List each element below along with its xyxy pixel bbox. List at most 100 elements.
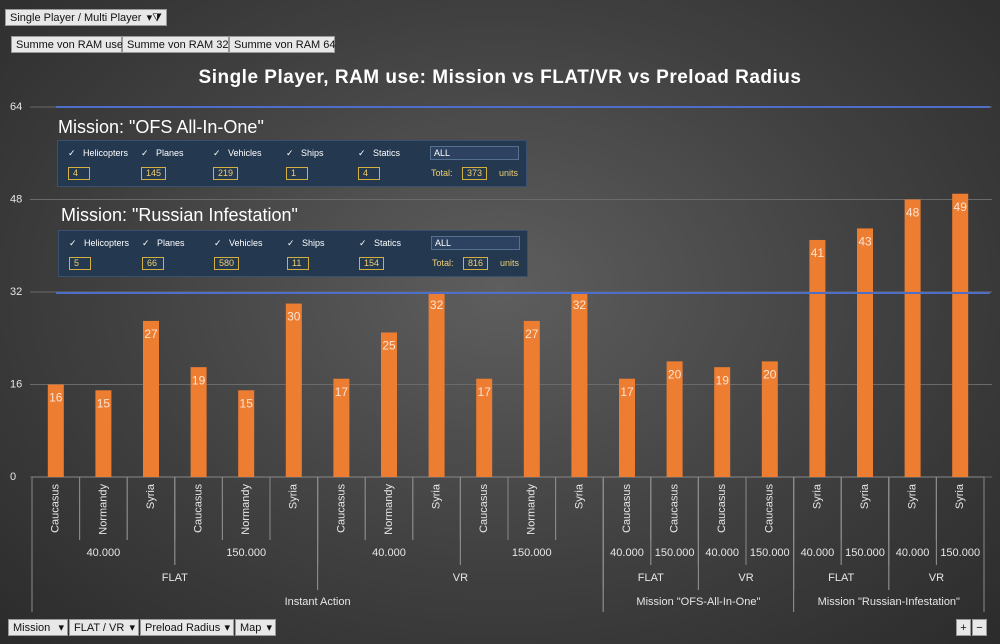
data-label: 15: [97, 396, 111, 410]
checkmark: ✓: [358, 148, 366, 158]
x-tick-label: Normandy: [240, 484, 252, 535]
unit-label: units: [499, 168, 519, 178]
x-tick-label: Syria: [145, 483, 157, 509]
category-group-label: VR: [738, 572, 753, 584]
category-group-label: 40.000: [705, 547, 739, 559]
checkbox-label: Ships: [302, 238, 325, 248]
data-label: 19: [716, 373, 730, 387]
count-box: 219: [213, 167, 239, 180]
checkbox-item[interactable]: ✓ Helicopters: [69, 238, 129, 249]
category-group-label: 150.000: [940, 547, 980, 559]
data-label: 41: [811, 246, 825, 260]
dropdown[interactable]: ALL: [431, 236, 520, 250]
bar: [714, 367, 731, 477]
value-field-button[interactable]: Summe von RAM 64: [229, 36, 335, 53]
unit-label: units: [500, 258, 520, 268]
dropdown-arrow: ▾: [129, 622, 135, 634]
dropdown-arrow: ▾: [58, 622, 64, 634]
x-tick-label: Caucasus: [669, 484, 681, 533]
bar: [238, 390, 255, 477]
data-label: 27: [525, 327, 539, 341]
bar: [619, 378, 635, 477]
data-label: 19: [192, 373, 206, 387]
y-tick-label: 0: [10, 471, 16, 483]
dropdown[interactable]: ALL: [430, 146, 519, 160]
dropdown-arrow: ▾: [266, 622, 272, 634]
collapse-button[interactable]: −: [972, 619, 987, 636]
x-tick-label: Syria: [288, 483, 300, 509]
axis-field-label: FLAT / VR: [74, 622, 125, 634]
checkmark: ✓: [213, 148, 221, 158]
x-tick-label: Syria: [573, 483, 585, 509]
bar: [523, 320, 540, 477]
axis-field-button[interactable]: Map ▾: [235, 619, 276, 636]
bar: [381, 332, 397, 477]
data-label: 25: [382, 339, 396, 353]
y-tick-label: 48: [10, 193, 22, 205]
value-field-button[interactable]: Summe von RAM use: [11, 36, 123, 53]
checkbox-item[interactable]: ✓ Planes: [142, 238, 185, 249]
checkbox-item[interactable]: ✓ Planes: [141, 148, 184, 159]
category-group-label: VR: [453, 572, 468, 584]
checkbox-item[interactable]: ✓ Ships: [286, 148, 324, 159]
checkbox-label: Helicopters: [83, 148, 129, 158]
data-label: 15: [240, 396, 254, 410]
bar: [95, 390, 112, 477]
checkbox-label: Statics: [374, 238, 402, 248]
y-tick-label: 16: [10, 378, 22, 390]
category-group-label: 40.000: [610, 547, 644, 559]
checkmark: ✓: [287, 238, 295, 248]
y-tick-label: 64: [10, 101, 22, 113]
value-field-button[interactable]: Summe von RAM 32: [122, 36, 229, 53]
bar: [285, 303, 302, 477]
axis-field-label: Preload Radius: [145, 622, 221, 634]
panel-title: Mission: "Russian Infestation": [61, 205, 298, 225]
data-label: 16: [49, 391, 63, 405]
category-group-label: Mission "OFS-All-In-One": [636, 596, 760, 608]
filter-icon: ▾⧩: [146, 12, 162, 24]
x-tick-label: Normandy: [97, 484, 109, 535]
bar: [476, 378, 493, 477]
data-label: 27: [144, 327, 158, 341]
checkbox-label: Vehicles: [229, 238, 263, 248]
x-tick-label: Syria: [811, 483, 823, 509]
axis-field-label: Map: [240, 622, 262, 634]
count-box: 11: [287, 257, 309, 270]
category-group-label: 150.000: [750, 547, 790, 559]
checkbox-item[interactable]: ✓ Helicopters: [68, 148, 128, 159]
checkbox-label: Ships: [301, 148, 324, 158]
category-group-label: FLAT: [638, 572, 664, 584]
chart-title: Single Player, RAM use: Mission vs FLAT/…: [199, 67, 802, 88]
bar: [857, 228, 873, 477]
x-tick-label: Caucasus: [478, 484, 490, 533]
category-group-label: 150.000: [655, 547, 695, 559]
checkmark: ✓: [359, 238, 367, 248]
filter-button[interactable]: Single Player / Multi Player ▾⧩: [5, 9, 167, 26]
checkbox-label: Helicopters: [84, 238, 130, 248]
x-tick-label: Caucasus: [335, 484, 347, 533]
count-box: 5: [69, 257, 91, 270]
checkbox-item[interactable]: ✓ Statics: [359, 238, 401, 249]
checkmark: ✓: [286, 148, 294, 158]
data-label: 32: [430, 298, 444, 312]
category-group-label: 40.000: [896, 547, 930, 559]
axis-field-button[interactable]: Mission ▾: [8, 619, 68, 636]
checkmark: ✓: [141, 148, 149, 158]
checkbox-label: Statics: [373, 148, 401, 158]
x-tick-label: Syria: [431, 483, 443, 509]
x-tick-label: Syria: [907, 483, 919, 509]
expand-button[interactable]: +: [956, 619, 971, 636]
checkbox-item[interactable]: ✓ Statics: [358, 148, 400, 159]
checkbox-item[interactable]: ✓ Vehicles: [214, 238, 263, 249]
bar: [428, 292, 445, 477]
bar: [666, 361, 683, 477]
checkbox-item[interactable]: ✓ Vehicles: [213, 148, 262, 159]
checkbox-item[interactable]: ✓ Ships: [287, 238, 325, 249]
axis-field-button[interactable]: Preload Radius ▾: [140, 619, 234, 636]
data-label: 43: [858, 235, 872, 249]
category-group-label: 150.000: [512, 547, 552, 559]
bar: [809, 239, 826, 477]
axis-field-button[interactable]: FLAT / VR ▾: [69, 619, 139, 636]
checkbox-label: Planes: [157, 238, 185, 248]
